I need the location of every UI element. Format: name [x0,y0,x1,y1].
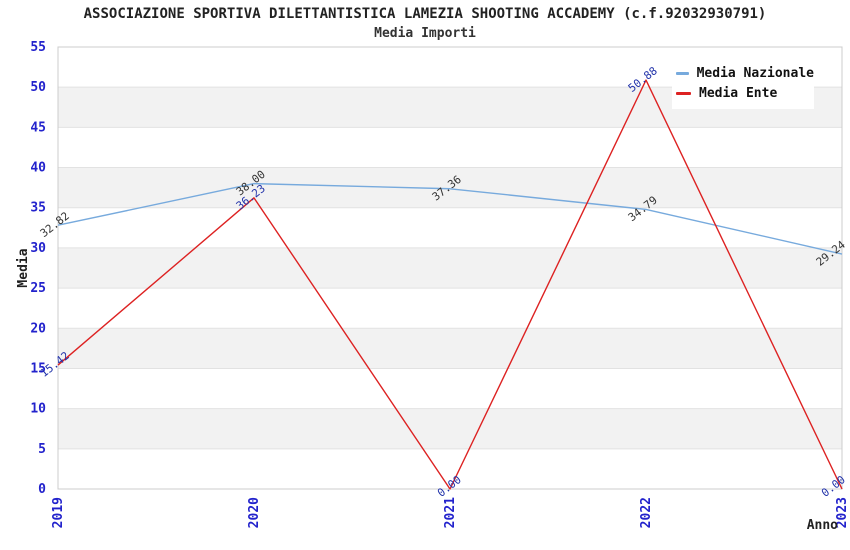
legend-line-icon-ente [676,91,691,95]
y-tick-label: 50 [30,80,46,95]
legend-label-ente: Media Ente [699,85,778,101]
x-tick-label: 2022 [639,497,654,528]
y-tick-label: 20 [30,321,46,336]
y-tick-label: 5 [38,442,46,457]
data-point-label: 0.00 [435,473,464,500]
chart-title: ASSOCIAZIONE SPORTIVA DILETTANTISTICA LA… [83,6,767,22]
grid-band [58,247,842,289]
y-axis-label: Media [16,248,31,287]
legend-label-nazionale: Media Nazionale [696,65,814,81]
y-tick-label: 10 [30,402,46,417]
x-tick-label: 2021 [443,497,458,528]
y-tick-label: 35 [30,201,46,216]
grid-band [58,408,842,449]
y-tick-label: 25 [30,281,46,296]
y-tick-label: 55 [30,40,46,55]
legend: Media Nazionale Media Ente [672,59,814,109]
x-tick-label: 2023 [835,497,850,528]
legend-item-media-nazionale: Media Nazionale [676,63,814,83]
data-point-label: 0.00 [819,473,848,500]
legend-line-icon-nazionale [676,71,689,75]
legend-item-media-ente: Media Ente [676,83,814,103]
grid-band [58,167,842,208]
y-tick-label: 40 [30,161,46,176]
grid-band [58,328,842,369]
series-line-0 [57,182,843,255]
x-axis-label: Anno [807,518,838,533]
series-line-1 [57,79,843,490]
x-tick-label: 2019 [51,497,66,528]
y-tick-label: 15 [30,361,46,376]
x-tick-label: 2020 [247,497,262,528]
y-tick-label: 30 [30,241,46,256]
y-tick-label: 45 [30,120,46,135]
y-tick-label: 0 [38,482,46,497]
chart-subtitle: Media Importi [374,26,476,41]
